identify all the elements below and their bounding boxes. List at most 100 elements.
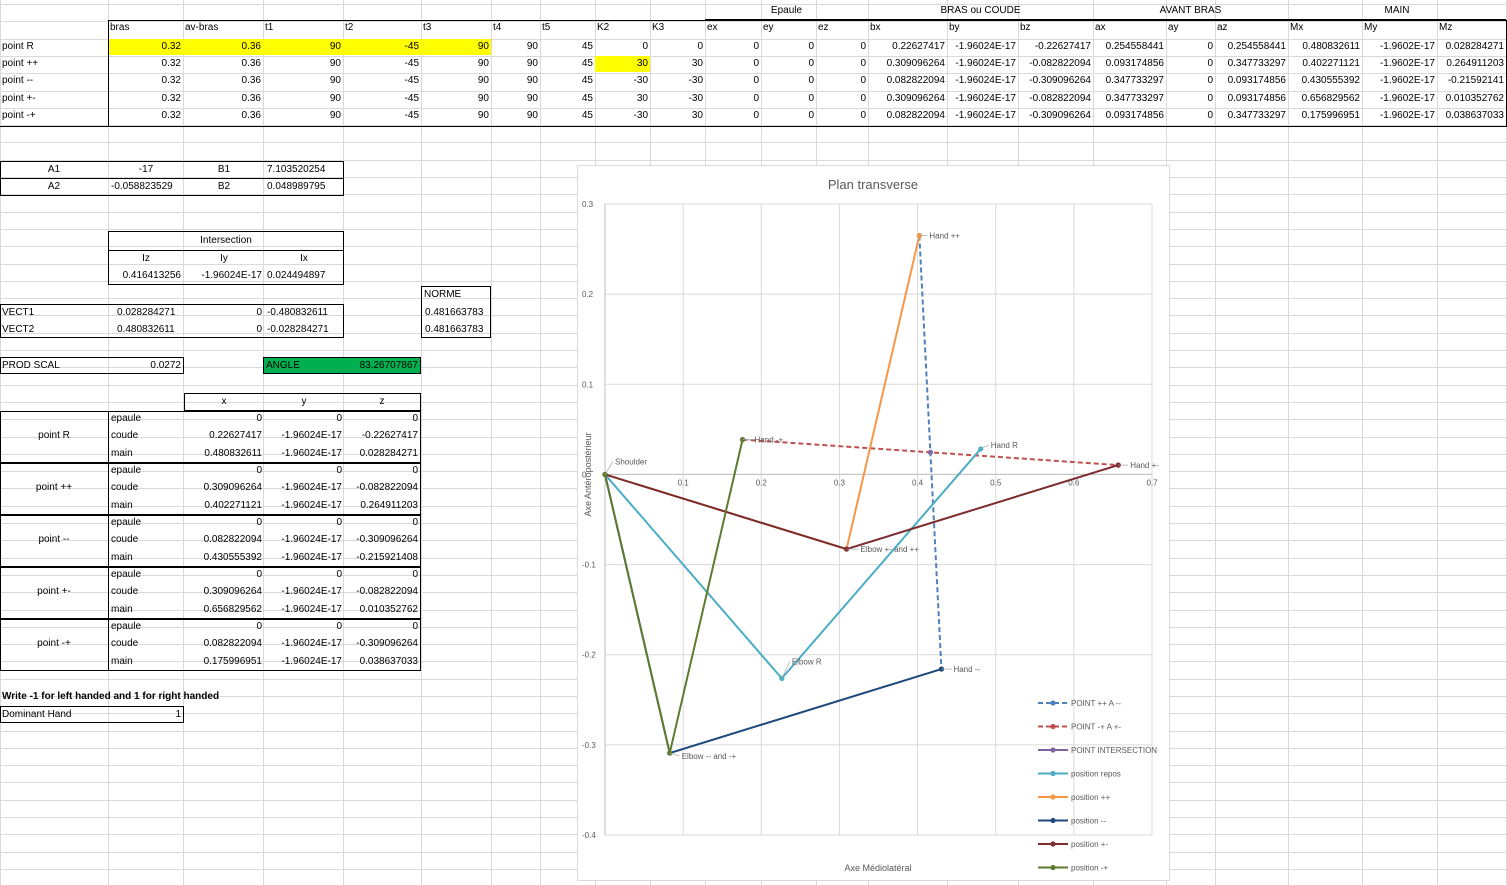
point-value-cell[interactable]: 0	[412, 621, 418, 632]
data-cell[interactable]: 0	[860, 41, 866, 52]
data-cell[interactable]: 45	[581, 75, 593, 87]
point-value-cell[interactable]: 0	[256, 465, 262, 476]
data-cell[interactable]: 0	[697, 41, 703, 52]
data-cell[interactable]: 0.347733297	[1105, 75, 1164, 87]
point-value-cell[interactable]: -1.96024E-17	[281, 551, 342, 563]
point-value-cell[interactable]: 0	[412, 465, 418, 476]
point-value-cell[interactable]: 0.309096264	[203, 482, 262, 494]
data-cell[interactable]: 30	[636, 92, 648, 104]
data-cell[interactable]: -1.96024E-17	[955, 109, 1016, 121]
data-cell[interactable]: -1.9602E-17	[1379, 58, 1435, 70]
b1-value[interactable]: 7.103520254	[267, 164, 326, 175]
chart-area[interactable]: 0.1 0.2 0.3 0.4 0.5 0.6 0.7 0.3 0.2 0.1 0 -0.1 -0.2 -…	[577, 165, 1170, 881]
data-cell[interactable]: 0.093174856	[1105, 58, 1164, 70]
data-cell[interactable]: 0.36	[241, 75, 261, 87]
data-cell[interactable]: 90	[477, 109, 489, 121]
data-cell[interactable]: -1.9602E-17	[1379, 92, 1435, 104]
prod-scal-value[interactable]: 0.0272	[150, 360, 181, 371]
data-cell[interactable]: 90	[526, 109, 538, 121]
data-cell[interactable]: -30	[688, 92, 703, 104]
data-cell[interactable]: 0.32	[161, 58, 181, 70]
data-cell[interactable]: 90	[526, 58, 538, 70]
point-value-cell[interactable]: -1.96024E-17	[281, 655, 342, 667]
data-cell[interactable]: 0.309096264	[886, 58, 945, 70]
point-value-cell[interactable]: 0.430555392	[203, 551, 262, 563]
vect2-x[interactable]: 0.480832611	[117, 324, 175, 335]
point-value-cell[interactable]: 0.656829562	[203, 603, 262, 615]
data-cell[interactable]: -30	[688, 75, 703, 87]
point-value-cell[interactable]: 0.402271121	[204, 499, 262, 511]
b2-value[interactable]: 0.048989795	[267, 181, 326, 192]
iz-value[interactable]: 0.416413256	[122, 270, 181, 281]
data-cell[interactable]: 90	[329, 75, 341, 87]
angle-value[interactable]: 83.26707867	[344, 358, 420, 374]
point-value-cell[interactable]: -0.082822094	[356, 482, 418, 494]
data-cell[interactable]: 0.430555392	[1301, 75, 1360, 87]
point-value-cell[interactable]: -0.309096264	[356, 638, 418, 650]
data-cell[interactable]: 0.175996951	[1301, 109, 1360, 121]
data-cell[interactable]: 0.36	[241, 109, 261, 121]
data-cell[interactable]: 0	[753, 58, 759, 70]
data-cell[interactable]: -0.21592141	[1447, 75, 1504, 87]
vect1-y[interactable]: 0	[256, 307, 262, 318]
data-cell[interactable]: 0.093174856	[1105, 109, 1164, 121]
point-value-cell[interactable]: 0.264911203	[360, 499, 418, 511]
data-cell[interactable]: -1.96024E-17	[955, 41, 1016, 52]
point-value-cell[interactable]: 0.309096264	[203, 586, 262, 598]
data-cell[interactable]: 0.32	[161, 75, 181, 87]
data-cell[interactable]: 0	[642, 41, 648, 52]
data-cell[interactable]: 0.010352762	[1445, 92, 1504, 104]
data-cell[interactable]: 30	[691, 109, 703, 121]
point-value-cell[interactable]: 0.480832611	[204, 447, 262, 459]
data-cell[interactable]: 0	[1207, 58, 1213, 70]
vect1-x[interactable]: 0.028284271	[117, 307, 176, 318]
point-value-cell[interactable]: 0.082822094	[203, 638, 262, 650]
data-cell[interactable]: 90	[477, 92, 489, 104]
data-cell[interactable]: 0	[860, 75, 866, 87]
data-cell[interactable]: 0.32	[161, 109, 181, 121]
data-cell[interactable]: 90	[526, 75, 538, 87]
data-cell[interactable]: 0	[808, 92, 814, 104]
data-cell[interactable]: -45	[404, 75, 419, 87]
data-cell[interactable]: 90	[477, 58, 489, 70]
point-value-cell[interactable]: 0	[336, 621, 342, 632]
point-value-cell[interactable]: -1.96024E-17	[281, 447, 342, 459]
data-cell[interactable]: -0.309096264	[1029, 75, 1091, 87]
data-cell[interactable]: -45	[404, 92, 419, 104]
data-cell[interactable]: 0.082822094	[886, 75, 945, 87]
point-value-cell[interactable]: -1.96024E-17	[281, 482, 342, 494]
point-value-cell[interactable]: 0	[256, 517, 262, 528]
data-cell[interactable]: -45	[404, 58, 419, 70]
data-cell[interactable]: -0.082822094	[1029, 92, 1091, 104]
point-value-cell[interactable]: -1.96024E-17	[281, 430, 342, 442]
dominant-hand-input[interactable]: 1	[175, 709, 181, 720]
point-value-cell[interactable]: 0	[336, 517, 342, 528]
data-cell[interactable]: 0.656829562	[1301, 92, 1360, 104]
data-cell[interactable]: 0	[1207, 92, 1213, 104]
data-cell[interactable]: 0	[1207, 75, 1213, 87]
point-value-cell[interactable]: 0	[336, 569, 342, 580]
data-cell[interactable]: 0.254558441	[1105, 41, 1164, 52]
data-cell[interactable]: -1.9602E-17	[1379, 109, 1435, 121]
point-value-cell[interactable]: 0	[256, 621, 262, 632]
data-cell[interactable]: 0	[808, 41, 814, 52]
vect2-norme[interactable]: 0.481663783	[425, 324, 484, 335]
data-cell[interactable]: 0	[808, 75, 814, 87]
data-cell[interactable]: 0	[753, 75, 759, 87]
point-value-cell[interactable]: -0.22627417	[361, 430, 418, 442]
data-cell[interactable]: 0.347733297	[1227, 58, 1286, 70]
point-value-cell[interactable]: 0	[412, 569, 418, 580]
data-cell[interactable]: -1.96024E-17	[955, 58, 1016, 70]
data-cell[interactable]: -45	[404, 109, 419, 121]
data-cell[interactable]: 0.254558441	[1227, 41, 1286, 52]
point-value-cell[interactable]: 0.175996951	[203, 655, 262, 667]
data-cell[interactable]: 0.36	[183, 39, 263, 55]
point-value-cell[interactable]: 0	[256, 569, 262, 580]
data-cell[interactable]: 45	[581, 58, 593, 70]
data-cell[interactable]: 0.32	[161, 92, 181, 104]
data-cell[interactable]: 90	[329, 58, 341, 70]
data-cell[interactable]: 0	[808, 58, 814, 70]
point-value-cell[interactable]: -1.96024E-17	[281, 586, 342, 598]
vect1-z[interactable]: -0.480832611	[267, 307, 328, 318]
data-cell[interactable]: -1.9602E-17	[1379, 41, 1435, 52]
